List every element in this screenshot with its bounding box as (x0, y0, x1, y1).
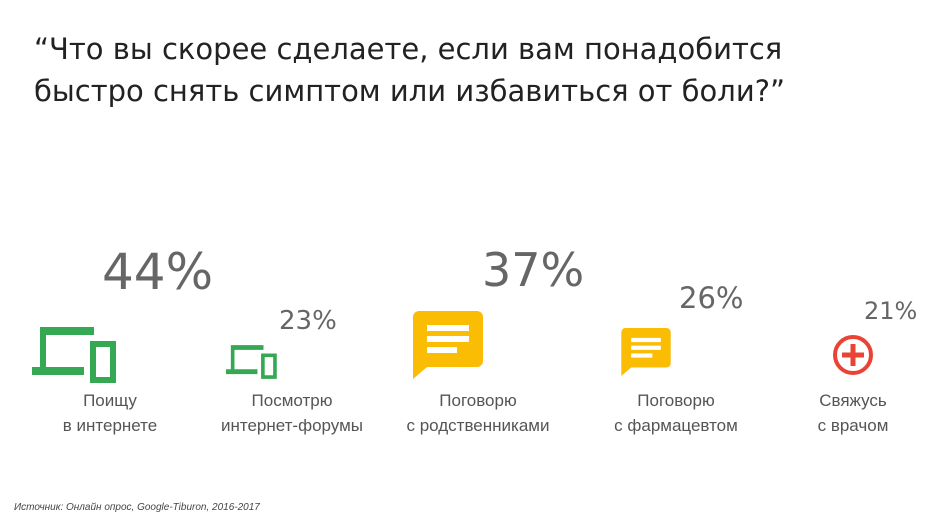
category-label-line-1: Посмотрю (251, 391, 333, 410)
devices-icon (32, 327, 118, 383)
category-label-line-1: Свяжусь (819, 391, 887, 410)
category-label-relatives: Поговорю с родственниками (398, 388, 558, 438)
category-label-line-2: в интернете (62, 416, 158, 435)
data-label-search: 44% (102, 243, 214, 301)
data-label-pharmacist: 26% (679, 281, 744, 315)
source-note: Источник: Онлайн опрос, Google-Tiburon, … (14, 502, 260, 513)
category-label-line-2: с врачом (817, 416, 889, 435)
category-label-line-2: интернет-форумы (220, 416, 364, 435)
category-label-line-1: Поищу (83, 391, 137, 410)
data-label-doctor: 21% (864, 297, 918, 325)
chat-bubble-icon (413, 311, 483, 379)
category-label-forums: Посмотрю интернет-форумы (212, 388, 372, 438)
medical-cross-icon (831, 333, 875, 377)
category-label-line-1: Поговорю (439, 391, 517, 410)
chart-title: “Что вы скорее сделаете, если вам понадо… (34, 28, 854, 112)
chat-bubble-icon (621, 328, 671, 376)
category-label-line-2: с родственниками (406, 416, 550, 435)
devices-icon (226, 345, 278, 379)
category-label-search: Поищу в интернете (40, 388, 180, 438)
data-label-relatives: 37% (482, 243, 585, 297)
category-label-pharmacist: Поговорю с фармацевтом (596, 388, 756, 438)
category-label-line-2: с фармацевтом (614, 416, 738, 435)
data-label-forums: 23% (279, 306, 337, 336)
category-label-line-1: Поговорю (637, 391, 715, 410)
category-label-doctor: Свяжусь с врачом (793, 388, 913, 438)
chart-title-line-1: “Что вы скорее сделаете, если вам понадо… (34, 32, 783, 66)
chart-title-line-2: быстро снять симптом или избавиться от б… (34, 74, 786, 108)
